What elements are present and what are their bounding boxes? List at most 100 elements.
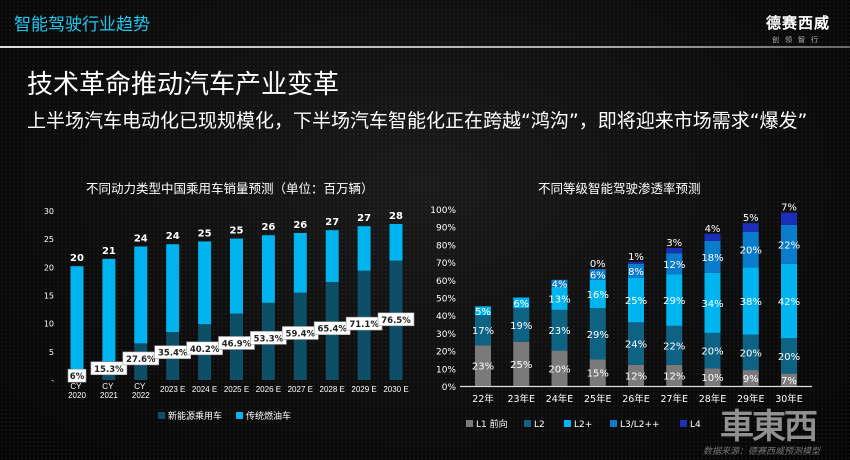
x-tick-label: 23年E: [507, 393, 535, 405]
x-tick-label: 28年E: [699, 393, 727, 405]
legend-label-l2plus: L2+: [574, 420, 592, 430]
x-tick-label: 30年E: [775, 393, 803, 405]
bar-segment-l1: [589, 359, 606, 386]
bar-segment-l1: [781, 373, 797, 386]
y-tick-label: 90%: [436, 224, 456, 234]
bar-segment-l2: [589, 308, 606, 360]
segment-label-l3: 12%: [663, 260, 685, 271]
bar-segment-l2plus: [513, 297, 530, 309]
segment-label-l3: 4%: [552, 279, 568, 290]
bar-segment-ice: [261, 235, 275, 303]
y-tick-label: 20: [44, 263, 54, 272]
bar-segment-l2: [475, 315, 491, 346]
bar-segment-l2plus: [628, 278, 644, 323]
segment-label-l3: 6%: [590, 270, 606, 281]
segment-label-l2: 20%: [740, 348, 762, 359]
total-label: 28: [389, 211, 403, 222]
segment-label-l4: 7%: [781, 203, 797, 214]
x-tick-label: 2024 E: [192, 385, 217, 394]
bar-segment-l4: [666, 247, 683, 254]
bar-segment-l2plus: [475, 306, 491, 316]
bar-segment-l4: [742, 223, 759, 233]
bar-segment-ice: [230, 238, 243, 314]
legend-swatch-l1: [466, 420, 473, 427]
y-tick-label: 15: [44, 292, 54, 301]
page-subtitle: 上半场汽车电动化已现规模化，下半场汽车智能化正在跨越“鸿沟”，即将迎来市场需求“…: [27, 110, 808, 132]
y-tick-label: 30%: [436, 330, 456, 340]
segment-label-l2: 19%: [510, 321, 532, 332]
bar-segment-ice: [102, 258, 116, 362]
bar-segment-ice: [293, 232, 307, 293]
share-label: 76.5%: [381, 316, 411, 326]
y-tick-label: -: [51, 376, 54, 385]
y-tick-label: 100%: [430, 206, 456, 216]
legend-swatch-l2: [524, 420, 531, 427]
bar-segment-l3: [628, 263, 644, 279]
y-tick-label: 0%: [442, 383, 457, 393]
bar-segment-l2plus: [704, 272, 721, 333]
total-label: 20: [70, 253, 84, 264]
bar-segment-l1: [628, 364, 644, 386]
bar-segment-l1: [742, 370, 759, 386]
bar-segment-l2plus: [551, 286, 568, 310]
segment-label-l3: 22%: [778, 240, 800, 251]
legend-swatch-l2plus: [564, 420, 571, 427]
left-chart-title: 不同动力类型中国乘用车销量预测（单位：百万辆）: [86, 181, 374, 196]
x-tick-label: 25年E: [584, 393, 612, 405]
share-label: 6%: [70, 372, 85, 382]
share-label-box: [67, 368, 87, 383]
y-tick-label: 70%: [436, 259, 456, 269]
x-tick-label: CY 2022: [132, 382, 150, 400]
segment-label-l4: 3%: [666, 238, 682, 249]
x-tick-label: 2028 E: [320, 385, 345, 394]
total-label: 27: [325, 217, 339, 228]
watermark-logo: 車東西: [720, 407, 818, 447]
bar-segment-l2: [628, 322, 644, 365]
share-label: 15.3%: [94, 365, 124, 375]
share-label: 65.4%: [317, 325, 347, 335]
share-label: 71.1%: [349, 320, 379, 330]
legend-label-l1: L1 前向: [476, 418, 508, 430]
share-label: 53.3%: [254, 334, 284, 344]
x-tick-label: CY 2020: [68, 382, 86, 400]
x-tick-label: 2029 E: [351, 385, 376, 394]
segment-label-l2: 17%: [472, 326, 494, 337]
logo-sub-text: 创领智行: [771, 36, 824, 44]
total-label: 26: [261, 222, 275, 233]
right-chart-title: 不同等级智能驾驶渗透率预测: [538, 181, 701, 196]
legend-swatch-l4: [680, 420, 687, 427]
y-tick-label: 10: [44, 320, 54, 329]
bar-segment-l4: [628, 262, 644, 264]
segment-label-l4: 0%: [590, 259, 606, 270]
bar-segment-l2: [742, 334, 759, 371]
bar-segment-l3: [781, 224, 797, 264]
x-tick-label: CY 2021: [100, 382, 118, 400]
bar-segment-l1: [513, 341, 530, 386]
y-tick-label: 20%: [436, 348, 456, 358]
share-label: 46.9%: [222, 339, 252, 349]
segment-label-l2plus: 5%: [475, 307, 491, 318]
bar-segment-l4: [704, 233, 721, 241]
x-tick-label: 22年: [472, 393, 494, 405]
segment-label-l2plus: 42%: [778, 297, 800, 308]
y-tick-label: 50%: [436, 295, 456, 305]
bar-segment-l2: [781, 338, 797, 374]
total-label: 24: [166, 231, 180, 242]
segment-label-l2: 29%: [587, 330, 609, 341]
segment-label-l2plus: 29%: [663, 296, 685, 307]
segment-label-l1: 20%: [548, 364, 570, 375]
segment-label-l2: 20%: [778, 352, 800, 363]
bar-segment-l2plus: [781, 263, 797, 339]
bar-segment-l2: [513, 308, 530, 342]
bar-segment-l1: [666, 364, 683, 386]
bar-segment-l2: [666, 325, 683, 365]
share-label-box: [377, 312, 415, 327]
total-label: 27: [357, 213, 371, 224]
segment-label-l1: 25%: [510, 360, 532, 371]
bar-segment-l2plus: [666, 274, 683, 326]
segment-label-l3: 8%: [628, 267, 644, 278]
segment-label-l4: 5%: [743, 213, 759, 224]
segment-label-l4: 1%: [628, 252, 644, 263]
bar-segment-l3: [742, 232, 759, 268]
bar-segment-l1: [551, 350, 568, 386]
